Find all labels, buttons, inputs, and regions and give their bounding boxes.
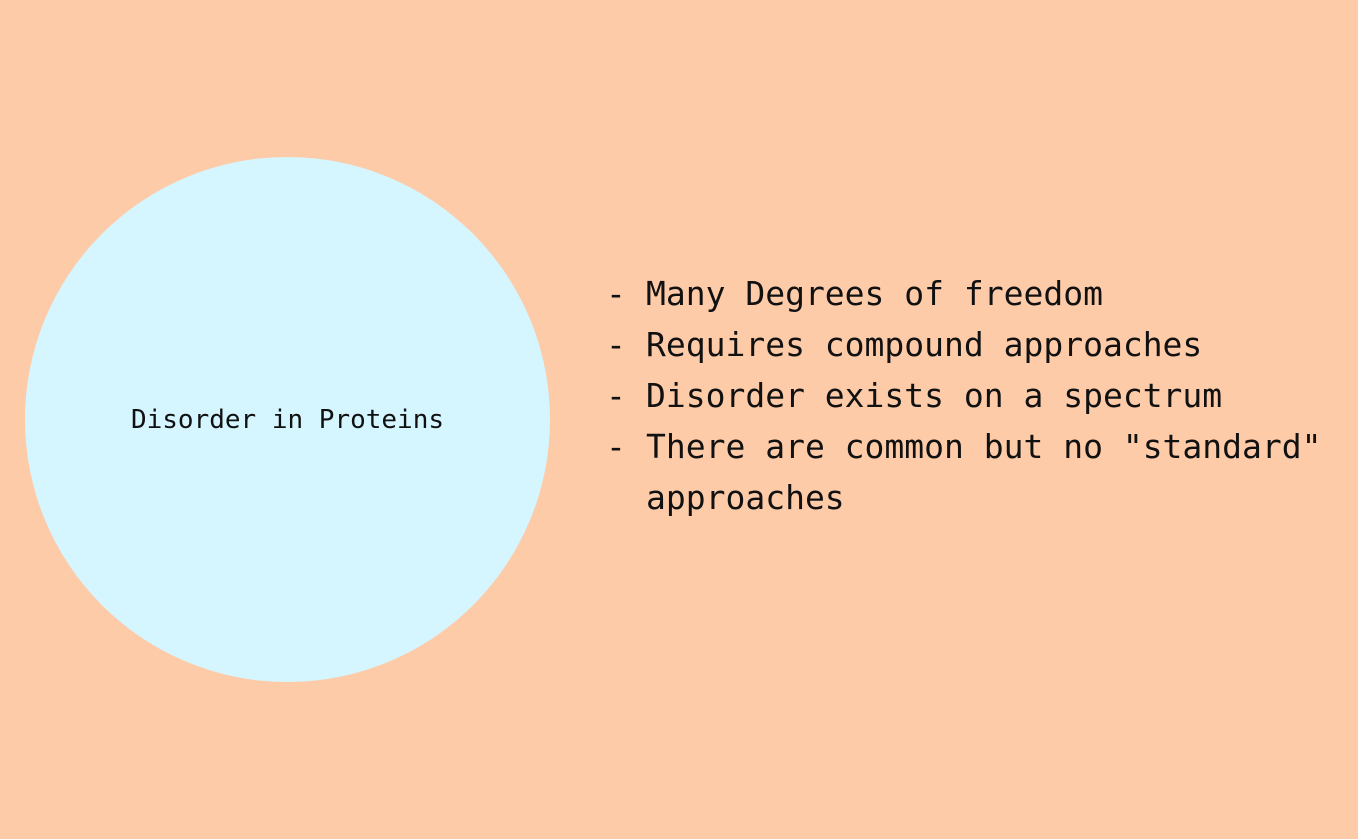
bullet-text: Disorder exists on a spectrum (646, 376, 1223, 415)
bullet-item: - Many Degrees of freedom (606, 268, 1358, 319)
bullet-marker: - (606, 376, 626, 415)
bullet-item: - Requires compound approaches (606, 319, 1358, 370)
bullet-text: Requires compound approaches (646, 325, 1203, 364)
bullet-marker: - (606, 325, 626, 364)
bullet-item: - Disorder exists on a spectrum (606, 370, 1358, 421)
topic-circle: Disorder in Proteins (25, 157, 550, 682)
bullet-text: There are common but no "standard" appro… (646, 427, 1322, 517)
bullet-marker: - (606, 427, 626, 466)
bullet-marker: - (606, 274, 626, 313)
bullet-list: - Many Degrees of freedom - Requires com… (606, 268, 1358, 523)
bullet-text: Many Degrees of freedom (646, 274, 1103, 313)
circle-label: Disorder in Proteins (130, 404, 445, 435)
bullet-item: - There are common but no "standard" app… (606, 421, 1358, 523)
